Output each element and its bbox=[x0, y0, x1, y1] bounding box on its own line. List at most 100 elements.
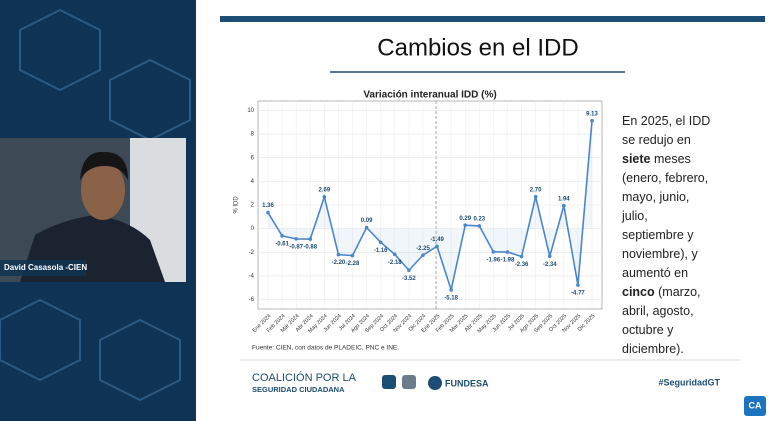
text-span: aumentó en bbox=[622, 266, 689, 280]
point bbox=[576, 283, 580, 287]
text-span: (marzo, bbox=[654, 285, 701, 299]
point bbox=[308, 237, 313, 241]
emphasis: cinco bbox=[622, 285, 655, 299]
chart-title: Variación interanual IDD (%) bbox=[363, 90, 496, 101]
point bbox=[350, 253, 355, 258]
text-span: octubre y bbox=[622, 323, 674, 337]
value-label: -2.36 bbox=[515, 262, 529, 268]
slide-bg bbox=[196, 0, 768, 421]
point bbox=[505, 250, 510, 254]
text-span: abril, agosto, bbox=[622, 304, 694, 318]
series-line bbox=[267, 120, 593, 293]
point bbox=[421, 253, 425, 258]
text-line: abril, agosto, bbox=[622, 302, 732, 321]
coalition-line2: SEGURIDAD CIUDADANA bbox=[252, 385, 345, 394]
zero-area bbox=[268, 120, 592, 290]
corner-logo: CA bbox=[749, 400, 762, 410]
y-tick-label: -6 bbox=[249, 297, 255, 303]
text-line: octubre y bbox=[622, 321, 732, 340]
text-span: (enero, febrero, bbox=[622, 171, 709, 185]
value-label: 9.13 bbox=[586, 111, 598, 117]
value-label: -0.87 bbox=[289, 244, 303, 250]
y-tick-label: 6 bbox=[251, 155, 255, 161]
value-label: 1.94 bbox=[558, 196, 570, 202]
value-label: 2.70 bbox=[530, 187, 542, 193]
value-label: -1.16 bbox=[374, 248, 388, 254]
hashtag: #SeguridadGT bbox=[658, 377, 720, 387]
text-line: se redujo en bbox=[622, 131, 732, 150]
point bbox=[322, 195, 327, 199]
text-span: meses bbox=[650, 152, 691, 166]
y-tick-label: 0 bbox=[251, 226, 255, 232]
point bbox=[435, 244, 439, 249]
text-line: noviembre), y bbox=[622, 245, 732, 264]
name-tag bbox=[0, 260, 86, 276]
value-label: 0.29 bbox=[459, 216, 471, 222]
value-label: -5.18 bbox=[444, 295, 458, 301]
point bbox=[463, 223, 468, 228]
point bbox=[519, 254, 524, 259]
y-tick-label: 4 bbox=[251, 179, 255, 185]
speaker-head bbox=[81, 160, 125, 220]
point bbox=[336, 252, 341, 257]
text-span: mayo, junio, bbox=[622, 190, 690, 204]
value-label: -0.88 bbox=[303, 245, 317, 251]
logo-icon bbox=[382, 375, 396, 389]
y-tick-label: -4 bbox=[249, 273, 255, 279]
text-span: septiembre y bbox=[622, 228, 694, 242]
text-span: diciembre). bbox=[622, 342, 684, 356]
text-line: En 2025, el IDD bbox=[622, 112, 732, 131]
value-label: -4.77 bbox=[571, 291, 585, 297]
point bbox=[533, 194, 538, 199]
logo-icon bbox=[402, 375, 416, 389]
source-note: Fuente: CIEN, con datos de PLADEIC, PNC … bbox=[252, 345, 399, 352]
value-label: 0.09 bbox=[361, 218, 373, 224]
text-panel: En 2025, el IDD se redujo en siete meses (e… bbox=[622, 112, 732, 359]
value-label: 0.23 bbox=[473, 216, 485, 222]
point bbox=[491, 250, 496, 254]
y-axis-label: % IDD bbox=[234, 196, 240, 214]
slide-title: Cambios en el IDD bbox=[377, 34, 578, 61]
value-label: -2.28 bbox=[346, 261, 360, 267]
y-tick-label: 10 bbox=[247, 108, 254, 114]
point bbox=[378, 240, 383, 245]
point bbox=[547, 254, 552, 259]
text-span: se redujo en bbox=[622, 133, 691, 147]
point bbox=[392, 252, 397, 257]
point bbox=[407, 268, 411, 273]
text-line: septiembre y bbox=[622, 226, 732, 245]
text-line: cinco (marzo, bbox=[622, 283, 732, 302]
fundesa-icon bbox=[428, 376, 442, 390]
text-line: diciembre). bbox=[622, 340, 732, 359]
emphasis: siete bbox=[622, 152, 651, 166]
y-tick-label: 8 bbox=[251, 132, 255, 138]
text-line: (enero, febrero, bbox=[622, 169, 732, 188]
point bbox=[449, 288, 453, 292]
value-label: -2.25 bbox=[416, 246, 430, 252]
speaker-hair bbox=[80, 151, 128, 180]
y-tick-label: -2 bbox=[249, 250, 255, 256]
text-line: aumentó en bbox=[622, 264, 732, 283]
point bbox=[562, 203, 566, 208]
point bbox=[364, 225, 369, 230]
value-label: -1.98 bbox=[501, 258, 515, 264]
text-span: noviembre), y bbox=[622, 247, 698, 261]
value-label: -2.20 bbox=[332, 260, 346, 266]
value-label: 2.69 bbox=[319, 187, 331, 193]
fundesa-text: FUNDESA bbox=[445, 378, 489, 388]
value-label: -3.52 bbox=[402, 276, 416, 282]
point bbox=[590, 118, 594, 123]
text-span: En 2025, el IDD bbox=[622, 114, 711, 128]
point bbox=[266, 210, 270, 215]
value-label: -1.49 bbox=[430, 237, 444, 243]
text-line: julio, bbox=[622, 207, 732, 226]
coalition-line1: COALICIÓN POR LA bbox=[252, 371, 357, 384]
value-label: -0.61 bbox=[275, 241, 289, 247]
value-label: -2.18 bbox=[388, 260, 402, 266]
point bbox=[477, 224, 482, 228]
value-label: 1.36 bbox=[262, 203, 274, 209]
speaker-name: David Casasola -CIEN bbox=[4, 263, 87, 272]
top-bar bbox=[220, 16, 765, 22]
